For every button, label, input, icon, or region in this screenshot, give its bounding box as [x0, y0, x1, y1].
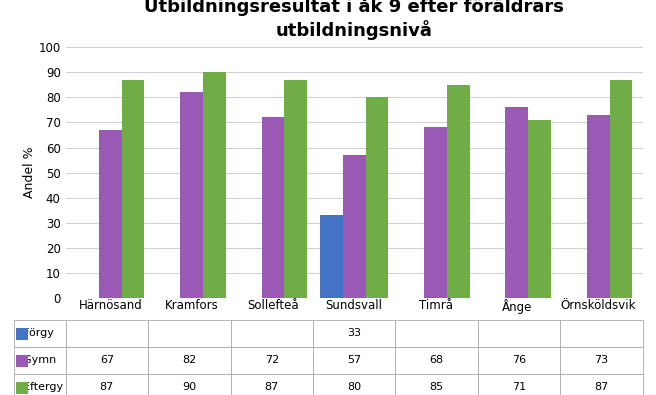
Bar — [122, 80, 144, 298]
Bar — [320, 215, 343, 298]
Bar — [262, 117, 284, 298]
Bar — [284, 80, 307, 298]
Y-axis label: Andel %: Andel % — [23, 147, 35, 198]
Bar — [506, 107, 528, 298]
Bar — [180, 92, 203, 298]
Bar — [447, 85, 470, 298]
Bar — [528, 120, 551, 298]
Bar — [99, 130, 122, 298]
Bar — [365, 98, 388, 298]
Title: Utbildningsresultat i åk 9 efter föräldrars
utbildningsnivå: Utbildningsresultat i åk 9 efter föräldr… — [144, 0, 564, 40]
Bar — [609, 80, 632, 298]
Bar — [424, 128, 447, 298]
Bar — [203, 72, 226, 298]
Bar — [343, 155, 365, 298]
Bar — [586, 115, 609, 298]
